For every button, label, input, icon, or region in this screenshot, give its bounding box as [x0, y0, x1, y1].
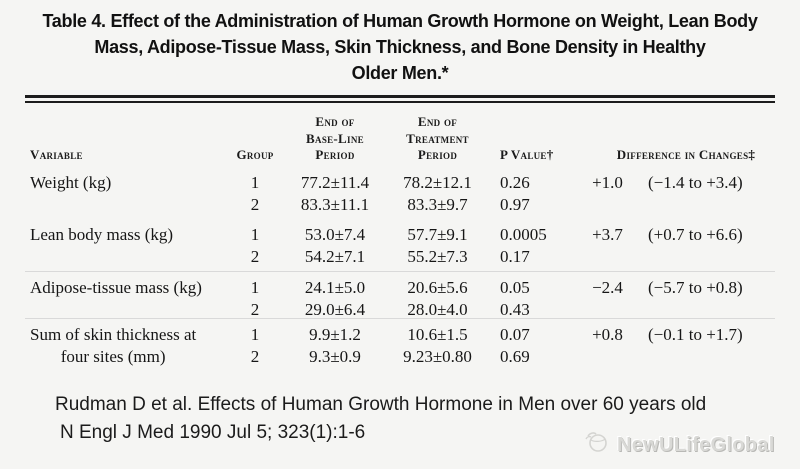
- p-value-cell: 0.05: [500, 278, 530, 297]
- baseline-cell: 9.3±0.9: [309, 347, 361, 366]
- treatment-cell: 78.2±12.1: [403, 173, 472, 192]
- section-separator: [25, 318, 775, 319]
- treatment-cell: 9.23±0.80: [403, 347, 472, 366]
- p-value-cell: 0.0005: [500, 225, 547, 244]
- group-cell: 2: [250, 347, 260, 366]
- col-header-treatment-period: End of Treatment Period: [406, 114, 469, 162]
- citation: Rudman D et al. Effects of Human Growth …: [55, 391, 706, 446]
- group-cell: 2: [250, 247, 260, 266]
- group-cell: 1: [250, 325, 260, 344]
- treatment-cell: 83.3±9.7: [407, 195, 468, 214]
- variable-label: Lean body mass (kg): [30, 225, 174, 244]
- col-header-baseline-period: End of Base-Line Period: [306, 114, 364, 162]
- col-header-variable: Variable: [30, 146, 83, 162]
- p-value-cell: 0.07: [500, 325, 530, 344]
- difference-cell: +0.8: [592, 325, 623, 344]
- p-value-cell: 0.17: [500, 247, 530, 266]
- col-header-group: Group: [236, 146, 274, 162]
- baseline-cell: 54.2±7.1: [304, 247, 366, 266]
- confidence-interval-cell: (−5.7 to +0.8): [648, 278, 743, 297]
- group-cell: 1: [250, 225, 260, 244]
- table-top-rule: [25, 95, 775, 103]
- treatment-cell: 55.2±7.3: [407, 247, 468, 266]
- group-cell: 1: [250, 173, 260, 192]
- difference-cell: +3.7: [592, 225, 623, 244]
- p-value-cell: 0.69: [500, 347, 530, 366]
- group-cell: 1: [250, 278, 260, 297]
- table-title-line2: Mass, Adipose-Tissue Mass, Skin Thicknes…: [94, 37, 706, 58]
- variable-label: Adipose-tissue mass (kg): [30, 278, 202, 297]
- baseline-cell: 53.0±7.4: [304, 225, 366, 244]
- difference-cell: +1.0: [592, 173, 623, 192]
- table-section-skin-thickness: Sum of skin thickness at four sites (mm)…: [25, 324, 775, 368]
- watermark-label: NewULifeGlobal: [617, 433, 775, 456]
- table-header-row: Variable Group End of Base-Line Period E…: [25, 103, 775, 165]
- table-section-weight: Weight (kg) 1 77.2±11.4 78.2±12.1 0.26 +…: [25, 172, 775, 216]
- baseline-cell: 83.3±11.1: [300, 195, 370, 214]
- confidence-interval-cell: (−0.1 to +1.7): [648, 325, 743, 344]
- section-separator: [25, 271, 775, 272]
- col-header-p-value: P Value†: [500, 146, 554, 162]
- baseline-cell: 77.2±11.4: [300, 173, 370, 192]
- p-value-cell: 0.43: [500, 300, 530, 319]
- watermark: NewULifeGlobal: [584, 430, 775, 460]
- variable-label: Sum of skin thickness at four sites (mm): [30, 325, 197, 366]
- table-title-line1: Table 4. Effect of the Administration of…: [42, 11, 758, 31]
- confidence-interval-cell: (−1.4 to +3.4): [648, 173, 743, 192]
- variable-label: Weight (kg): [30, 173, 112, 192]
- p-value-cell: 0.97: [500, 195, 530, 214]
- treatment-cell: 20.6±5.6: [407, 278, 468, 297]
- group-cell: 2: [250, 300, 260, 319]
- table-section-adipose-tissue-mass: Adipose-tissue mass (kg) 1 24.1±5.0 20.6…: [25, 277, 775, 321]
- table-title: Table 4. Effect of the Administration of…: [0, 8, 800, 86]
- citation-line1: Rudman D et al. Effects of Human Growth …: [55, 394, 707, 415]
- group-cell: 2: [250, 195, 260, 214]
- col-header-difference-in-changes: Difference in Changes‡: [616, 146, 756, 162]
- p-value-cell: 0.26: [500, 173, 530, 192]
- baseline-cell: 24.1±5.0: [304, 278, 366, 297]
- difference-cell: −2.4: [592, 278, 623, 297]
- treatment-cell: 10.6±1.5: [407, 325, 468, 344]
- citation-line2: N Engl J Med 1990 Jul 5; 323(1):1-6: [60, 421, 366, 443]
- baseline-cell: 9.9±1.2: [309, 325, 361, 344]
- baseline-cell: 29.0±6.4: [304, 300, 366, 319]
- table-section-lean-body-mass: Lean body mass (kg) 1 53.0±7.4 57.7±9.1 …: [25, 224, 775, 268]
- confidence-interval-cell: (+0.7 to +6.6): [648, 225, 743, 244]
- treatment-cell: 28.0±4.0: [407, 300, 468, 319]
- newulife-logo-icon: [584, 430, 610, 460]
- table-title-line3: Older Men.*: [351, 63, 449, 84]
- treatment-cell: 57.7±9.1: [407, 225, 468, 244]
